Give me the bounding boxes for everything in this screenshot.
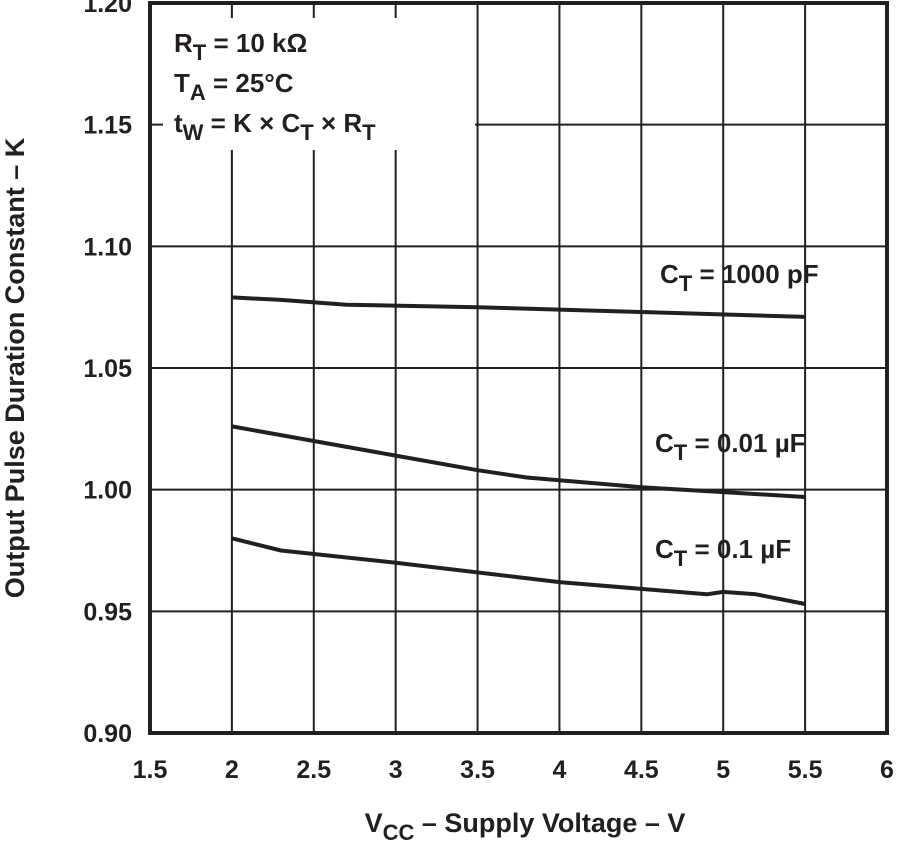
series-lines — [231, 295, 806, 606]
text-part: = 1000 pF — [692, 259, 818, 289]
text-part: C — [655, 428, 674, 458]
series-line — [231, 536, 806, 606]
annotation-background — [163, 18, 475, 150]
annotation-line: TA = 25°C — [174, 68, 294, 105]
subscript: A — [190, 80, 206, 105]
x-tick-label: 3 — [389, 756, 403, 784]
text-part: – Supply Voltage – V — [414, 808, 685, 838]
x-tick-label: 5.5 — [788, 756, 823, 784]
text-part: t — [174, 108, 183, 138]
text-part: = 0.01 µF — [687, 428, 805, 458]
annotation-line: tW = K × CT × RT — [174, 108, 376, 145]
y-tick-label: 1.00 — [83, 477, 132, 505]
plot-frame — [148, 1, 889, 735]
text-part: C — [655, 534, 674, 564]
x-tick-label: 2 — [225, 756, 239, 784]
subscript: T — [674, 546, 688, 571]
tick-labels: 1.5 2 2.5 3 3.5 4 4.5 5 5.5 6 0.90 0.95 1.00 1.05 1.10… — [83, 0, 894, 784]
text-part: T — [174, 68, 190, 98]
y-tick-label: 1.05 — [83, 355, 132, 383]
subscript: CC — [383, 820, 415, 844]
subscript: T — [300, 120, 314, 145]
text-part: = 0.1 µF — [687, 534, 791, 564]
text-part: × R — [314, 108, 363, 138]
text-part: V — [365, 808, 383, 838]
subscript: W — [183, 120, 204, 145]
y-tick-label: 1.15 — [83, 112, 132, 140]
series-line — [231, 424, 806, 499]
x-axis-label: VCC – Supply Voltage – V — [365, 808, 686, 844]
text-part: = 25°C — [206, 68, 294, 98]
series-line — [231, 295, 806, 319]
x-tick-label: 4.5 — [624, 756, 659, 784]
text-part: C — [660, 259, 679, 289]
x-tick-label: 6 — [880, 756, 894, 784]
text-part: R — [174, 28, 193, 58]
x-tick-label: 3.5 — [460, 756, 495, 784]
y-axis-label: Output Pulse Duration Constant – K — [0, 137, 30, 598]
subscript: T — [674, 440, 688, 465]
series-label: CT = 1000 pF — [660, 259, 819, 296]
series-label: CT = 0.1 µF — [655, 534, 791, 571]
subscript: T — [362, 120, 376, 145]
y-tick-label: 0.95 — [83, 598, 132, 626]
subscript: T — [193, 40, 207, 65]
subscript: T — [679, 271, 693, 296]
text-part: = K × C — [203, 108, 300, 138]
x-tick-label: 1.5 — [133, 756, 168, 784]
series-label: CT = 0.01 µF — [655, 428, 806, 465]
text-part: = 10 kΩ — [206, 28, 307, 58]
x-tick-label: 5 — [716, 756, 730, 784]
y-tick-label: 1.10 — [83, 233, 132, 261]
y-tick-label: 0.90 — [83, 720, 132, 748]
x-tick-label: 2.5 — [296, 756, 331, 784]
x-tick-label: 4 — [552, 756, 566, 784]
annotation-line: RT = 10 kΩ — [174, 28, 307, 65]
y-tick-label: 1.20 — [83, 0, 132, 18]
